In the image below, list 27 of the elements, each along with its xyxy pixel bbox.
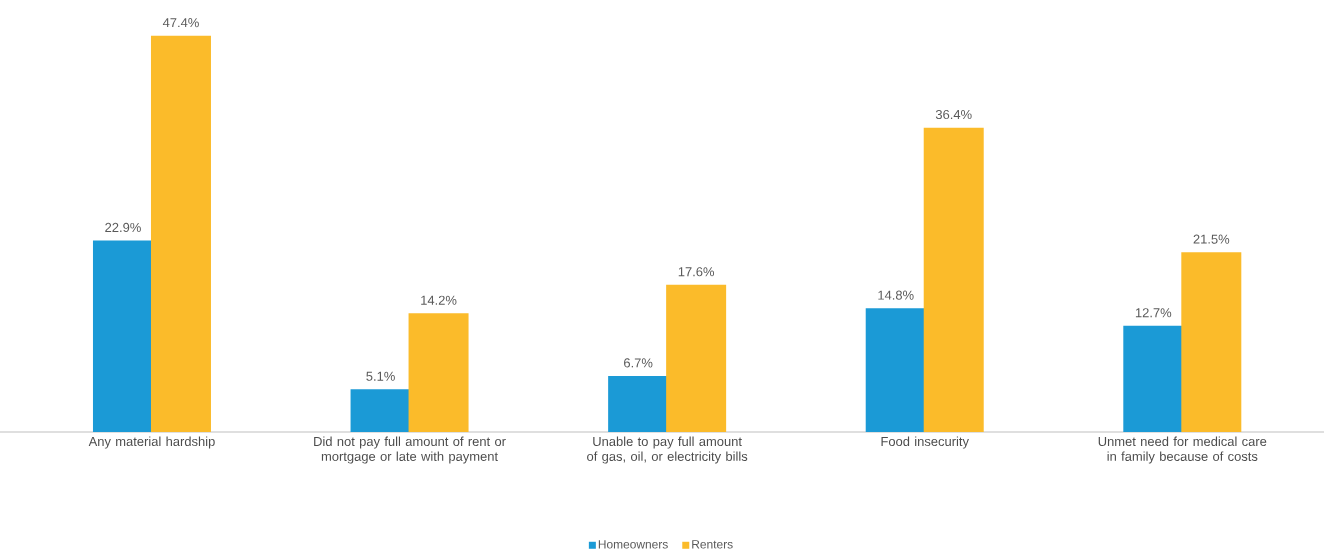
- data-label: 36.4%: [935, 109, 972, 120]
- x-tick-label: Any material hardship: [88, 436, 215, 449]
- bar: [865, 308, 926, 432]
- bar: [150, 35, 211, 432]
- data-label: 17.6%: [678, 267, 715, 277]
- data-label: 14.8%: [878, 290, 914, 300]
- bar: [92, 240, 153, 432]
- bar: [350, 389, 411, 432]
- data-label: 21.5%: [1193, 234, 1230, 244]
- x-tick-label: Unable to pay full amount of gas, oil, or electricity bills: [587, 436, 748, 464]
- bar: [408, 313, 469, 432]
- data-label: 5.1%: [366, 371, 395, 381]
- data-label: 14.2%: [421, 295, 457, 305]
- bar: [923, 127, 984, 432]
- data-label: 47.4%: [162, 18, 199, 28]
- x-tick-label: Did not pay full amount of rent or mortgage or late with payment: [314, 436, 506, 464]
- bar: [666, 284, 727, 432]
- data-label: 6.7%: [624, 358, 653, 368]
- data-label: 22.9%: [105, 222, 141, 233]
- legend-label: Renters: [692, 540, 733, 549]
- x-tick-label: Food insecurity: [881, 436, 969, 449]
- x-tick-label: Unmet need for medical care in family because of costs: [1098, 436, 1267, 464]
- bar: [608, 375, 669, 432]
- bar: [1123, 325, 1184, 432]
- bar: [1181, 252, 1242, 432]
- data-label: 12.7%: [1135, 308, 1172, 318]
- legend-label: Homeowners: [598, 540, 668, 549]
